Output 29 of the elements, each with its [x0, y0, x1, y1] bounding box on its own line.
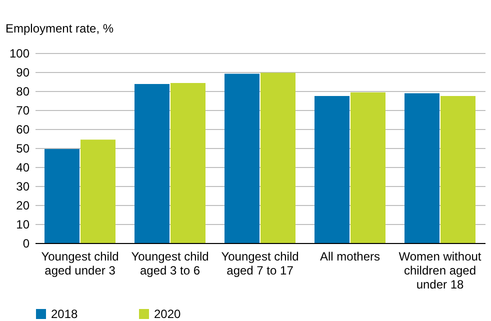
y-tick-label: 50 [16, 142, 30, 156]
y-tick-label: 70 [16, 104, 30, 118]
y-tick-label: 10 [16, 218, 30, 232]
bar [80, 140, 116, 243]
y-tick-label: 0 [22, 236, 30, 250]
y-axis-title: Employment rate, % [6, 22, 114, 36]
x-tick-label: All mothers [320, 250, 380, 264]
y-tick-label: 20 [16, 198, 30, 212]
bar [350, 92, 386, 243]
y-tick-label: 80 [16, 84, 30, 98]
bar [404, 93, 440, 243]
y-tick-label: 30 [16, 180, 30, 194]
y-tick-label: 90 [16, 66, 30, 80]
y-tick-label: 40 [16, 160, 30, 174]
bar [260, 72, 296, 243]
y-tick-label: 100 [9, 46, 30, 60]
legend-label: 2020 [154, 307, 182, 321]
bar [170, 83, 206, 243]
x-tick-label: Youngest child aged 7 to 17 [221, 250, 299, 278]
legend-label: 2018 [51, 307, 78, 321]
bar [224, 74, 260, 243]
x-tick-label: Women without children aged under 18 [398, 250, 482, 292]
bar [134, 84, 170, 243]
bar [314, 96, 350, 243]
bar [440, 96, 476, 243]
x-tick-label: Youngest child aged under 3 [41, 250, 119, 278]
x-tick-label: Youngest child aged 3 to 6 [131, 250, 209, 278]
bar [44, 148, 80, 243]
y-tick-label: 60 [16, 122, 30, 136]
